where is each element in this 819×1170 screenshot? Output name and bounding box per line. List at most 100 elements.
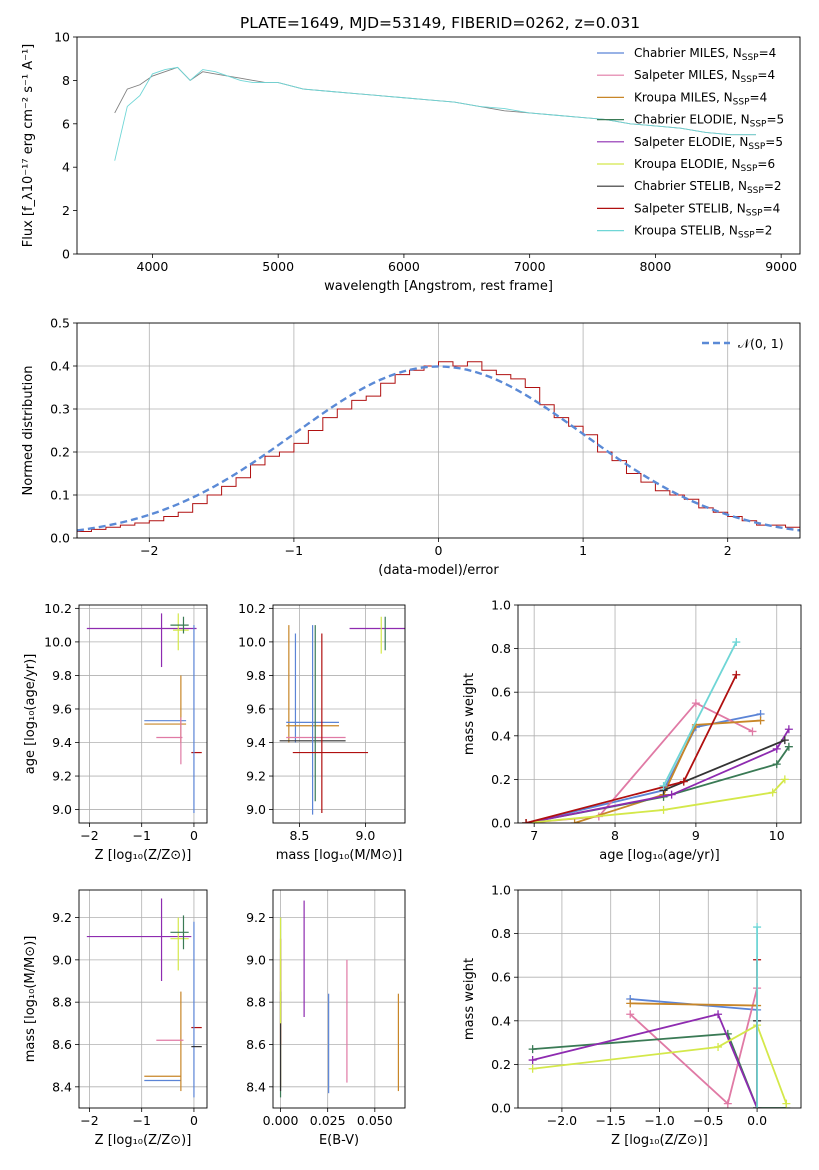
- histogram-bar: [699, 508, 713, 538]
- legend-sub: SSP: [742, 53, 759, 63]
- histogram-bar: [251, 465, 265, 538]
- x-tick-label: 8: [611, 828, 619, 843]
- histogram-bar: [410, 370, 424, 538]
- histogram-bar: [149, 521, 163, 538]
- x-tick-label: −2: [80, 828, 98, 843]
- series-marker: [714, 1042, 723, 1051]
- legend-text: Salpeter MILES, N: [634, 68, 741, 82]
- axes-frame: [517, 889, 802, 1109]
- histogram-bar: [626, 474, 640, 539]
- histogram-bar: [135, 523, 149, 538]
- series-marker: [768, 788, 777, 797]
- x-axis-label: Z [log₁₀(Z/Z⊙)]: [95, 1133, 192, 1148]
- y-tick-label: 8.8: [246, 995, 266, 1010]
- y-tick-label: 1.0: [491, 598, 511, 613]
- y-tick-label: 8.6: [52, 1037, 72, 1052]
- x-tick-label: 8.5: [289, 828, 309, 843]
- y-tick-label: 0.4: [491, 1013, 511, 1028]
- legend-rest: =4: [759, 46, 777, 60]
- histogram-bar: [193, 504, 207, 538]
- panel-mass_vs_Z: −2 −1 0 8.4 8.6 8.8 9.0 9.2 Z [log₁₀(Z/Z⊙)] mass …: [23, 889, 208, 1148]
- legend-text: Kroupa STELIB, N: [634, 224, 738, 238]
- series-marker: [784, 725, 793, 734]
- panel-age_vs_Z: −2 −1 0 9.0 9.2 9.4 9.6 9.8 10.0 10.2 Z [log₁₀(Z/Z…: [23, 601, 208, 863]
- x-tick-label: −2: [140, 543, 158, 558]
- y-tick-label: 8.4: [52, 1079, 72, 1094]
- x-axis-label: (data-model)/error: [378, 563, 499, 578]
- histogram-bar: [337, 409, 351, 538]
- series-line: [525, 746, 790, 823]
- y-tick-label: 9.8: [52, 668, 72, 683]
- histogram-bar: [265, 456, 279, 538]
- panel-residuals: −2 −1 0 1 2 0.0 0.1 0.2 0.3 0.4 0.5 𝒩(0, 1) (data-mo…: [21, 316, 801, 578]
- legend-text: Chabrier MILES, N: [634, 46, 742, 60]
- legend-label: Chabrier ELODIE, NSSP=5: [634, 113, 784, 130]
- y-axis-label: mass weight: [462, 958, 477, 1040]
- legend-label: Chabrier STELIB, NSSP=2: [634, 179, 782, 196]
- histogram-bar: [308, 431, 322, 539]
- figure-title: PLATE=1649, MJD=53149, FIBERID=0262, z=0…: [240, 14, 640, 32]
- histogram-bar: [77, 532, 91, 538]
- legend-text: Chabrier ELODIE, N: [634, 113, 750, 127]
- y-tick-label: 0.8: [491, 926, 511, 941]
- histogram-bar: [395, 375, 409, 538]
- panel-mass_weight_vs_age: 7 8 9 10 0.0 0.2 0.4 0.6 0.8 1.0 age [log₁₀(age/yr…: [462, 598, 802, 863]
- x-axis-label: age [log₁₀(age/yr)]: [599, 848, 720, 863]
- x-axis-label: mass [log₁₀(M/M⊙)]: [276, 848, 403, 863]
- legend-label: Kroupa STELIB, NSSP=2: [634, 224, 772, 241]
- y-tick-label: 9.6: [52, 701, 72, 716]
- histogram-bar: [120, 525, 134, 538]
- panel-spectrum: 4000 5000 6000 7000 8000 9000 0 2 4 6 8 10 wavelengt…: [21, 30, 801, 294]
- y-tick-label: 10: [54, 30, 70, 45]
- axes-frame: [78, 889, 208, 1109]
- histogram-bar: [207, 495, 221, 538]
- x-tick-label: 9000: [765, 259, 797, 274]
- y-tick-label: 10.0: [44, 634, 72, 649]
- y-tick-label: 8: [62, 73, 70, 88]
- series-marker: [528, 1045, 537, 1054]
- series-line: [526, 701, 753, 823]
- series-line: [526, 778, 786, 823]
- legend-rest: =4: [763, 201, 781, 215]
- y-tick-label: 9.2: [246, 910, 266, 925]
- plot-area: [518, 890, 801, 1108]
- axes-frame: [272, 889, 406, 1109]
- legend-label: Kroupa ELODIE, NSSP=6: [634, 157, 775, 174]
- series-marker: [753, 1104, 762, 1108]
- x-tick-label: 9: [692, 828, 700, 843]
- normal-curve: [77, 365, 800, 532]
- legend-sub: SSP: [733, 97, 750, 107]
- y-tick-label: 4: [62, 160, 70, 175]
- histogram-bar: [612, 461, 626, 538]
- x-tick-label: 0.025: [310, 1113, 346, 1128]
- x-tick-label: 4000: [137, 259, 169, 274]
- series-marker: [528, 1056, 537, 1065]
- y-tick-label: 0.3: [50, 402, 70, 417]
- histogram-bar: [655, 491, 669, 538]
- series-marker: [679, 777, 688, 786]
- legend-rest: =2: [764, 179, 782, 193]
- y-tick-label: 0.1: [50, 488, 70, 503]
- x-tick-label: −2: [80, 1113, 98, 1128]
- panel-mass_weight_vs_Z: −2.0 −1.5 −1.0 −0.5 0.0 0.0 0.2 0.4 0.6 0.8 1.0 Z […: [462, 883, 802, 1148]
- y-tick-label: 2: [62, 203, 70, 218]
- x-tick-label: 7: [530, 828, 538, 843]
- plot-area: [77, 323, 800, 538]
- y-tick-label: 1.0: [491, 883, 511, 898]
- legend-sub: SSP: [738, 231, 755, 241]
- legend-rest: =5: [766, 113, 784, 127]
- y-tick-label: 9.0: [52, 802, 72, 817]
- y-tick-label: 0.4: [491, 728, 511, 743]
- x-tick-label: 0.000: [263, 1113, 299, 1128]
- y-tick-label: 0.2: [491, 1057, 511, 1072]
- legend-text: Kroupa ELODIE, N: [634, 157, 741, 171]
- legend-rest: =2: [755, 224, 773, 238]
- legend-label: Salpeter MILES, NSSP=4: [634, 68, 775, 85]
- y-axis-label: Normed distribution: [21, 366, 36, 496]
- histogram-bar: [178, 512, 192, 538]
- x-tick-label: 7000: [514, 259, 546, 274]
- axes-frame: [78, 604, 208, 824]
- series-marker: [753, 923, 762, 932]
- legend-rest: =4: [750, 90, 768, 104]
- histogram-bar: [222, 486, 236, 538]
